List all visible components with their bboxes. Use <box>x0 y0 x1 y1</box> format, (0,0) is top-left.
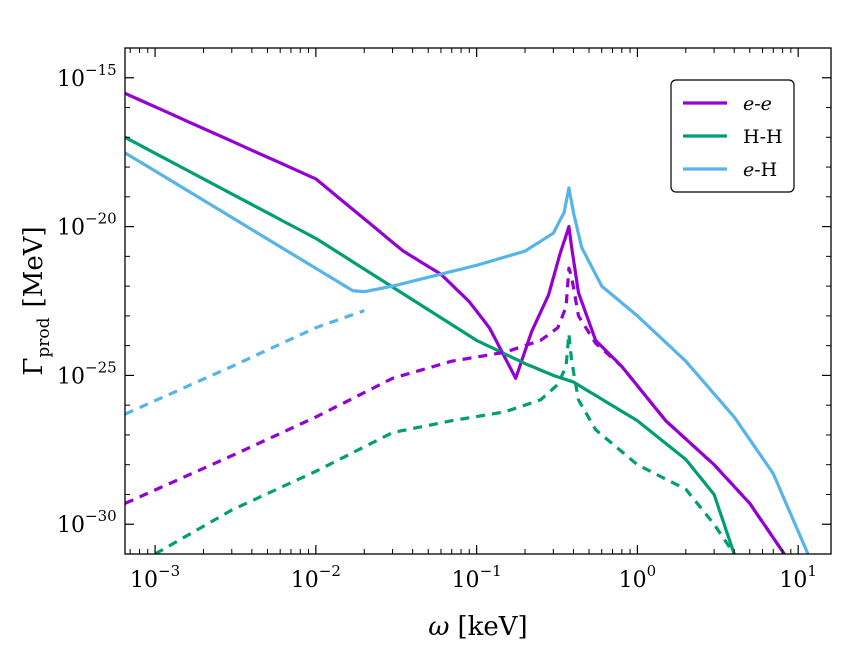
ticks-layer <box>125 47 831 555</box>
legend: e-e H-H e-H <box>670 79 795 193</box>
y-axis-label: Γprod[MeV] <box>19 226 54 375</box>
legend-box <box>670 79 795 193</box>
series-e-h-dashed <box>125 309 365 416</box>
series-h-h <box>125 135 736 554</box>
x-axis-label: ω [keV] <box>428 612 527 642</box>
series-e-e-dashed <box>125 266 786 554</box>
x-tick-label: 100 <box>619 562 657 593</box>
y-tick-label: 10−15 <box>57 61 117 92</box>
plot-frame <box>124 47 832 555</box>
x-tick-label: 10−2 <box>291 562 341 593</box>
x-tick-label: 101 <box>779 562 817 593</box>
y-tick-label: 10−20 <box>57 210 117 241</box>
legend-label-e-e: e-e <box>743 93 772 115</box>
x-tick-label: 10−1 <box>452 562 502 593</box>
legend-label-h-h: H-H <box>743 126 783 148</box>
series-e-h <box>125 151 810 554</box>
y-tick-label: 10−30 <box>57 507 117 538</box>
y-tick-label: 10−25 <box>57 358 117 389</box>
series-layer <box>125 91 810 554</box>
legend-label-e-h: e-H <box>743 159 777 181</box>
x-tick-label: 10−3 <box>130 562 180 593</box>
tick-labels: 10−3 10−2 10−1 100 101 10−15 10−20 10−25 10−30 <box>57 61 817 593</box>
